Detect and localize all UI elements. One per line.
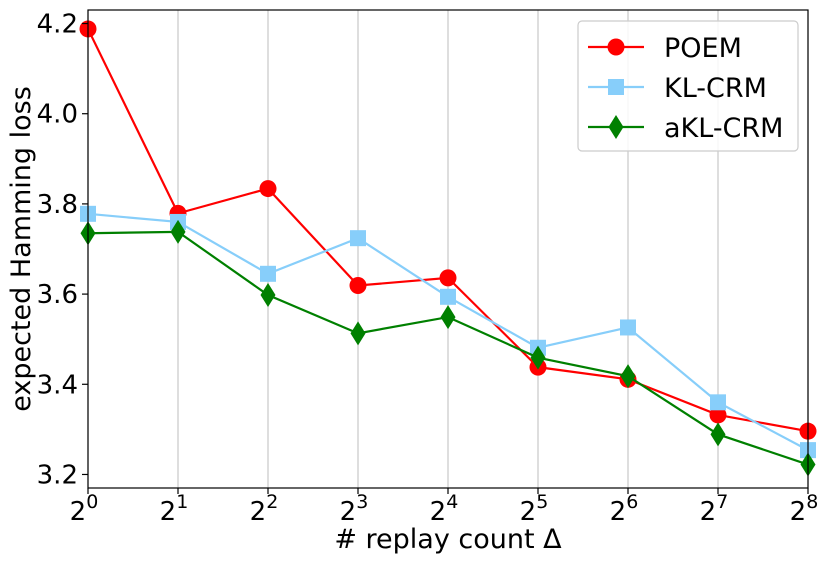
x-tick-exponent: 1	[176, 491, 188, 513]
data-point	[710, 422, 726, 447]
x-tick-base: 2	[700, 497, 717, 527]
data-point	[620, 364, 636, 389]
data-point	[260, 282, 276, 307]
legend-item: aKL-CRM	[588, 113, 783, 144]
y-axis-label: expected Hamming loss	[6, 86, 37, 412]
data-point	[709, 406, 727, 424]
y-tick-label: 3.6	[37, 280, 78, 310]
series-akl-crm	[80, 219, 816, 477]
x-tick-label: 23	[340, 491, 369, 527]
x-tick-label: 22	[250, 491, 279, 527]
x-tick-exponent: 7	[716, 491, 728, 513]
legend-box	[577, 20, 799, 152]
x-tick-label: 27	[700, 491, 729, 527]
x-axis-label: # replay count Δ	[334, 524, 562, 555]
x-tick-base: 2	[70, 497, 87, 527]
data-point	[350, 230, 366, 247]
x-tick-base: 2	[520, 497, 537, 527]
data-point	[530, 345, 546, 370]
y-tick-label: 4.2	[37, 10, 78, 40]
legend: POEM KL-CRM aKL-CRM	[577, 20, 799, 152]
x-tick-exponent: 0	[86, 491, 98, 513]
x-tick-exponent: 4	[446, 491, 458, 513]
y-tick-label: 4.0	[37, 100, 78, 130]
x-tick-label: 28	[790, 491, 819, 527]
legend-label: POEM	[664, 33, 742, 64]
data-point	[259, 180, 277, 198]
data-point	[440, 305, 456, 330]
x-tick-label: 20	[70, 491, 99, 527]
x-tick-exponent: 8	[806, 491, 818, 513]
series-layer	[79, 20, 817, 477]
data-point	[349, 277, 367, 295]
x-tick-base: 2	[790, 497, 807, 527]
y-tick-label: 3.2	[37, 460, 78, 490]
data-point	[260, 265, 276, 282]
x-tick-label: 24	[430, 491, 459, 527]
legend-marker	[608, 79, 624, 95]
legend-label: aKL-CRM	[664, 113, 783, 144]
x-tick-label: 25	[520, 491, 549, 527]
x-tick-base: 2	[610, 497, 627, 527]
y-tick-label: 3.8	[37, 190, 78, 220]
data-point	[170, 219, 186, 244]
y-tick-label: 3.4	[37, 370, 78, 400]
x-tick-base: 2	[250, 497, 267, 527]
legend-marker	[607, 38, 625, 56]
x-tick-base: 2	[340, 497, 357, 527]
x-axis: 20 21 22 23 24 25 26 27 28	[70, 488, 819, 527]
legend-item: KL-CRM	[588, 73, 767, 104]
x-tick-label: 26	[610, 491, 639, 527]
y-axis: 3.2 3.4 3.6 3.8 4.0 4.2	[37, 10, 88, 490]
data-point	[620, 319, 636, 336]
x-tick-exponent: 5	[536, 491, 548, 513]
x-tick-label: 21	[160, 491, 189, 527]
data-point	[440, 288, 456, 305]
legend-marker	[608, 115, 624, 139]
legend-label: KL-CRM	[664, 73, 767, 104]
series-poem	[79, 20, 817, 440]
x-tick-exponent: 3	[356, 491, 368, 513]
data-point	[350, 321, 366, 346]
legend-item: POEM	[588, 33, 742, 64]
x-tick-base: 2	[160, 497, 177, 527]
x-tick-base: 2	[430, 497, 447, 527]
data-point	[710, 394, 726, 411]
data-point	[439, 269, 457, 287]
x-tick-exponent: 2	[266, 491, 278, 513]
x-tick-exponent: 6	[626, 491, 638, 513]
